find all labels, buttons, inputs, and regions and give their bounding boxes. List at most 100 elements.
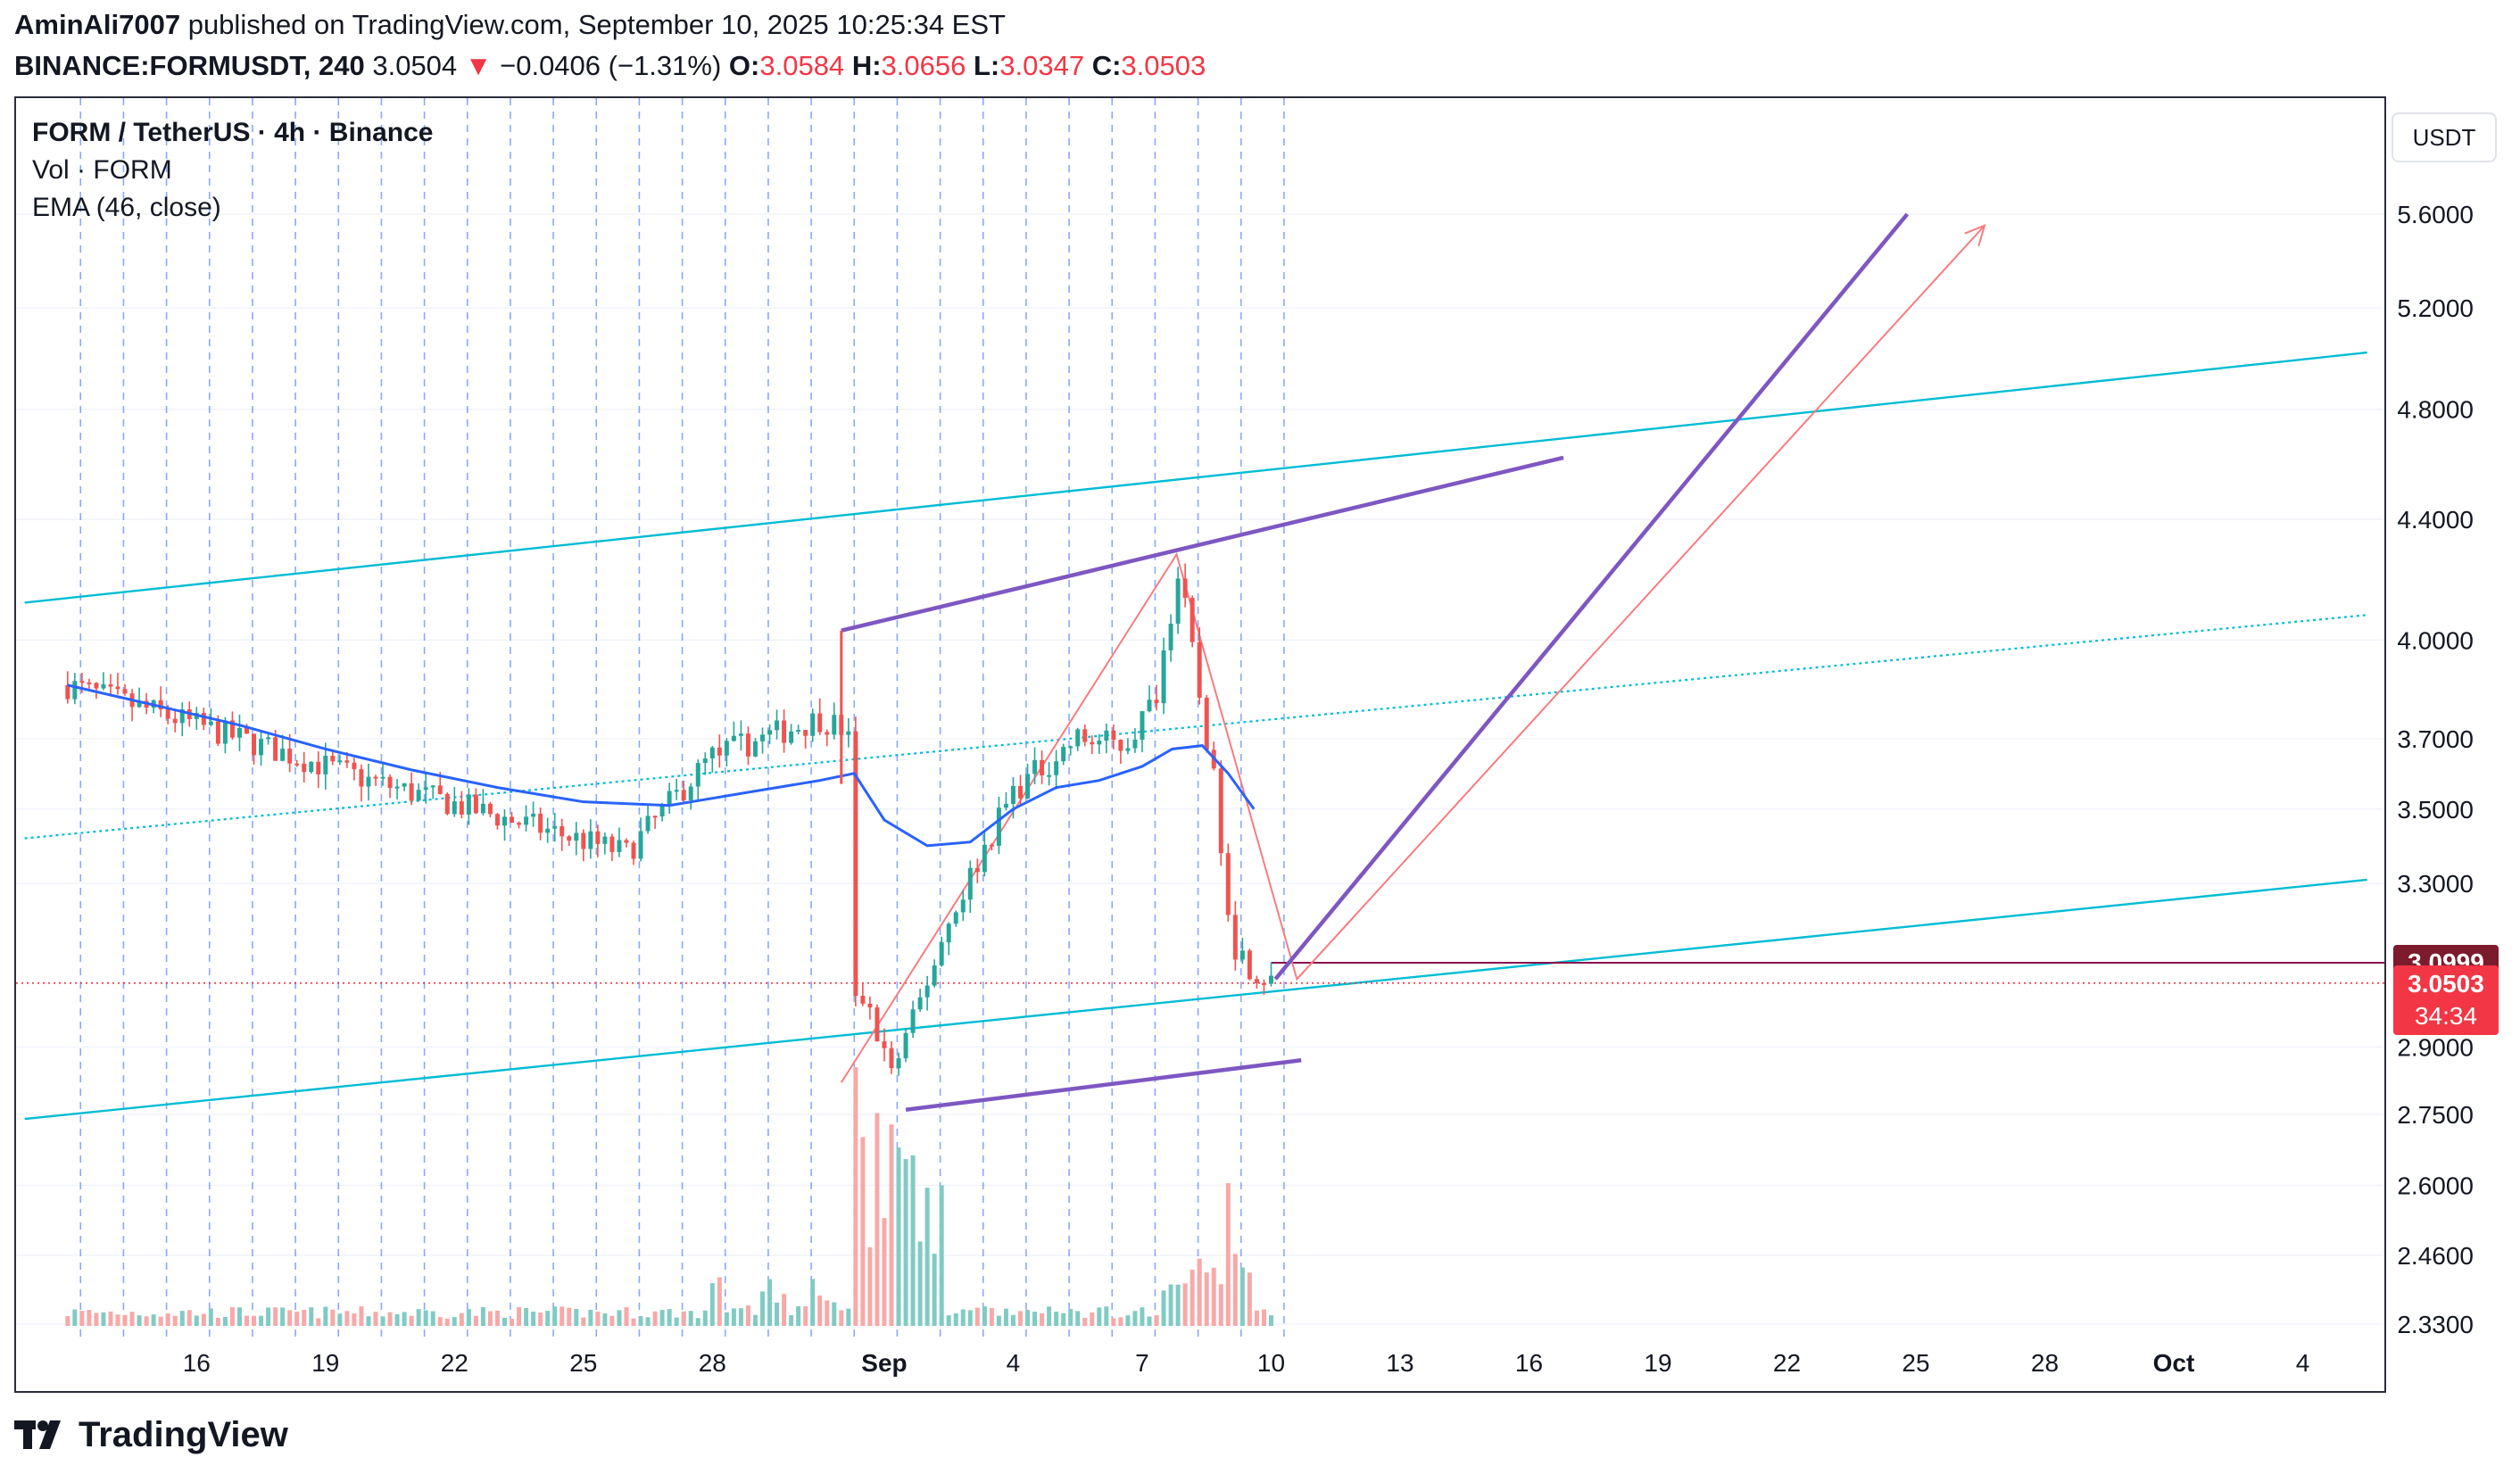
low-value: 3.0347 [999, 50, 1085, 81]
volume-bar [889, 1124, 894, 1326]
volume-bar [330, 1309, 336, 1326]
volume-bar [760, 1291, 765, 1326]
candle-body [531, 813, 536, 817]
tradingview-brand: TradingView [79, 1414, 288, 1454]
candle-body [1025, 774, 1031, 799]
candle-body [688, 786, 693, 800]
volume-bar [538, 1313, 543, 1326]
volume-bar [1147, 1316, 1152, 1326]
candle-body [667, 791, 672, 805]
candle-body [982, 844, 987, 873]
volume-bar [72, 1309, 78, 1326]
candle-body [552, 826, 558, 829]
volume-bar [1154, 1315, 1159, 1326]
volume-bar [810, 1279, 816, 1326]
candle-body [172, 718, 178, 724]
open-label: O: [728, 50, 760, 81]
candle-body [122, 689, 128, 694]
volume-bar [94, 1313, 99, 1326]
volume-bar [122, 1314, 128, 1326]
candle-body [974, 867, 980, 873]
legend-ema[interactable]: EMA (46, close) [32, 193, 221, 222]
volume-bar [667, 1309, 672, 1326]
volume-bar [394, 1313, 400, 1326]
time-axis-label: Oct [2153, 1349, 2195, 1377]
candle-body [867, 1003, 873, 1008]
tradingview-logo[interactable]: TradingView [14, 1413, 288, 1456]
volume-bar [853, 1067, 858, 1326]
volume-bar [65, 1316, 70, 1326]
candle-body [1147, 700, 1152, 712]
ema-46-line [67, 683, 1256, 848]
candle-body [330, 756, 336, 762]
candle-body [1132, 739, 1138, 749]
candle-body [545, 828, 551, 833]
candle-body [1161, 650, 1166, 704]
time-axis-label: 16 [183, 1349, 211, 1377]
candle-body [266, 737, 271, 740]
candle-body [115, 686, 120, 690]
session-grid [16, 98, 2384, 1338]
open-value: 3.0584 [759, 50, 845, 81]
candle-body [989, 844, 994, 847]
candle-body [344, 760, 350, 763]
price-axis-label: 5.6000 [2397, 201, 2474, 228]
candle-body [65, 684, 70, 700]
volume-bar [1061, 1313, 1066, 1326]
volume-bar [588, 1310, 593, 1326]
candle-body [803, 729, 808, 736]
candle-body [924, 985, 930, 998]
candle-body [409, 783, 414, 801]
legend-volume[interactable]: Vol · FORM [32, 155, 172, 185]
time-axis-label: 25 [1902, 1349, 1929, 1377]
volume-bar [273, 1307, 278, 1326]
volume-bar [782, 1294, 787, 1326]
volume-bar [674, 1317, 679, 1326]
volume-bar [602, 1313, 608, 1326]
candle-body [72, 681, 78, 700]
candle-body [910, 1009, 916, 1033]
volume-bar [1125, 1315, 1131, 1326]
candle-body [645, 816, 651, 832]
candle-body [402, 783, 407, 787]
candle-body [760, 734, 765, 741]
volume-bar [839, 1310, 844, 1326]
candle-body [1140, 711, 1145, 740]
candle-body [695, 763, 700, 787]
candle-body [624, 840, 629, 843]
candle-body [767, 730, 773, 735]
low-label: L: [973, 50, 1000, 81]
candle-body [609, 836, 615, 852]
volume-bar [567, 1307, 572, 1326]
volume-bar [960, 1309, 966, 1326]
legend-title[interactable]: FORM / TetherUS · 4h · Binance [32, 118, 434, 147]
high-label: H: [851, 50, 882, 81]
candle-body [588, 831, 593, 849]
volume-bar [494, 1310, 500, 1326]
bar-countdown: 34:34 [2414, 1001, 2478, 1030]
candle-body [903, 1032, 908, 1059]
volume-bar [452, 1317, 457, 1326]
currency-unit-button[interactable]: USDT [2392, 112, 2497, 162]
volume-bar [309, 1307, 314, 1326]
purple-upper-trendline [841, 455, 1564, 633]
price-axis-label: 4.0000 [2397, 626, 2474, 654]
volume-bar [179, 1311, 185, 1326]
candle-body [245, 727, 249, 734]
purple-lower-trendline [905, 1058, 1302, 1112]
candle-body [1010, 785, 1015, 804]
author-name[interactable]: AminAli7007 [14, 9, 181, 40]
volume-bar [352, 1313, 357, 1326]
volume-bar [982, 1306, 987, 1326]
volume-bar [917, 1241, 923, 1326]
volume-bar [294, 1312, 300, 1326]
candle-body [896, 1058, 901, 1069]
candle-body [1118, 740, 1123, 751]
channel-upper-line [24, 351, 2367, 604]
volume-bar [430, 1311, 435, 1326]
volume-bar [108, 1311, 113, 1326]
candle-body [1003, 803, 1008, 808]
volume-bar [1068, 1309, 1073, 1326]
volume-bar [1075, 1311, 1081, 1326]
